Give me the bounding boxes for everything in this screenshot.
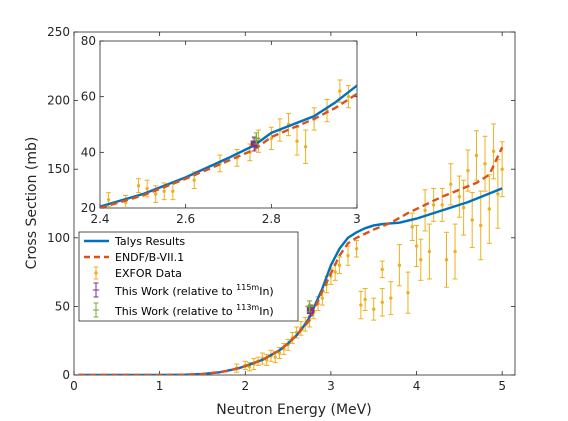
inset-x-tick-label: 2.4	[90, 212, 109, 226]
main-exfor-point	[396, 244, 402, 287]
inset-exfor-point	[294, 126, 300, 156]
main-exfor-point	[371, 297, 377, 321]
main-exfor-point	[418, 238, 424, 281]
main-x-tick-label: 2	[241, 379, 249, 393]
main-exfor-point	[431, 187, 437, 222]
inset-x-tick-label: 3	[353, 212, 361, 226]
main-exfor-point	[354, 240, 360, 258]
main-y-tick-label: 250	[47, 25, 70, 39]
main-exfor-point	[332, 263, 338, 281]
main-exfor-point	[414, 224, 420, 268]
main-exfor-point	[345, 245, 351, 266]
inset-y-tick-label: 60	[81, 90, 96, 104]
main-exfor-point	[277, 347, 283, 360]
main-exfor-point	[448, 163, 454, 206]
legend: Talys Results ENDF/B-VII.1 EXFOR Data Th…	[78, 231, 299, 322]
inset-y-tick-label: 40	[81, 145, 96, 159]
main-exfor-point	[452, 223, 458, 280]
main-exfor-point	[486, 174, 492, 244]
main-exfor-point	[439, 187, 445, 222]
legend-work115-label: This Work (relative to 115mIn)	[114, 283, 274, 298]
main-y-tick-label: 200	[47, 94, 70, 108]
inset-exfor-point	[136, 178, 142, 194]
legend-exfor-swatch	[93, 266, 99, 280]
main-exfor-point	[422, 189, 428, 232]
y-axis-label: Cross Section (mb)	[24, 137, 40, 270]
main-x-tick-label: 5	[498, 379, 506, 393]
main-work113-point	[305, 300, 314, 313]
legend-work113-swatch	[93, 302, 99, 318]
main-exfor-point	[443, 231, 449, 288]
inset-exfor-point	[303, 129, 309, 164]
main-exfor-point	[478, 190, 484, 261]
main-x-tick-label: 4	[413, 379, 421, 393]
main-y-tick-label: 0	[62, 368, 70, 382]
inset-y-tick-label: 20	[81, 201, 96, 215]
legend-exfor-label: EXFOR Data	[115, 267, 182, 280]
legend-endf-label: ENDF/B-VII.1	[115, 251, 184, 264]
main-exfor-point	[456, 175, 462, 218]
main-exfor-point	[379, 288, 385, 317]
main-talys-line	[78, 187, 503, 375]
main-exfor-point	[362, 288, 368, 312]
inset-ticks: 2.4 2.6 2.8 3 20 40 60 80	[81, 34, 361, 226]
inset-x-tick-label: 2.8	[262, 212, 281, 226]
main-exfor-point	[379, 260, 385, 279]
main-exfor-point	[409, 212, 415, 242]
inset-work113-point	[252, 132, 261, 145]
main-x-tick-label: 0	[70, 379, 78, 393]
inset-plot	[100, 79, 357, 208]
main-exfor-point	[499, 141, 505, 198]
inset-x-tick-label: 2.6	[176, 212, 195, 226]
main-y-tick-label: 100	[47, 231, 70, 245]
inset-exfor-point	[170, 182, 176, 201]
main-exfor-point	[482, 135, 488, 192]
main-x-tick-label: 1	[156, 379, 164, 393]
main-exfor-point	[264, 353, 270, 366]
main-y-tick-label: 50	[55, 299, 70, 313]
inset-exfor-point	[268, 126, 274, 151]
legend-box	[78, 231, 299, 322]
main-exfor-point	[405, 271, 411, 314]
legend-work113-label: This Work (relative to 113mIn)	[114, 303, 274, 318]
main-exfor-point	[426, 223, 432, 280]
main-exfor-point	[495, 159, 501, 229]
main-exfor-point	[358, 290, 364, 320]
main-exfor-point	[491, 123, 497, 180]
main-exfor-point	[473, 130, 479, 181]
legend-work115-swatch	[93, 282, 99, 298]
main-x-tick-label: 3	[327, 379, 335, 393]
main-plot	[78, 123, 505, 375]
main-y-tick-label: 150	[47, 162, 70, 176]
legend-talys-label: Talys Results	[114, 235, 185, 248]
inset-y-tick-label: 80	[81, 34, 96, 48]
main-exfor-point	[465, 149, 471, 192]
main-exfor-point	[388, 281, 394, 316]
main-exfor-point	[336, 256, 342, 274]
main-endf-line	[78, 146, 504, 375]
x-axis-label: Neutron Energy (MeV)	[216, 402, 371, 418]
inset-exfor-point	[345, 85, 351, 109]
